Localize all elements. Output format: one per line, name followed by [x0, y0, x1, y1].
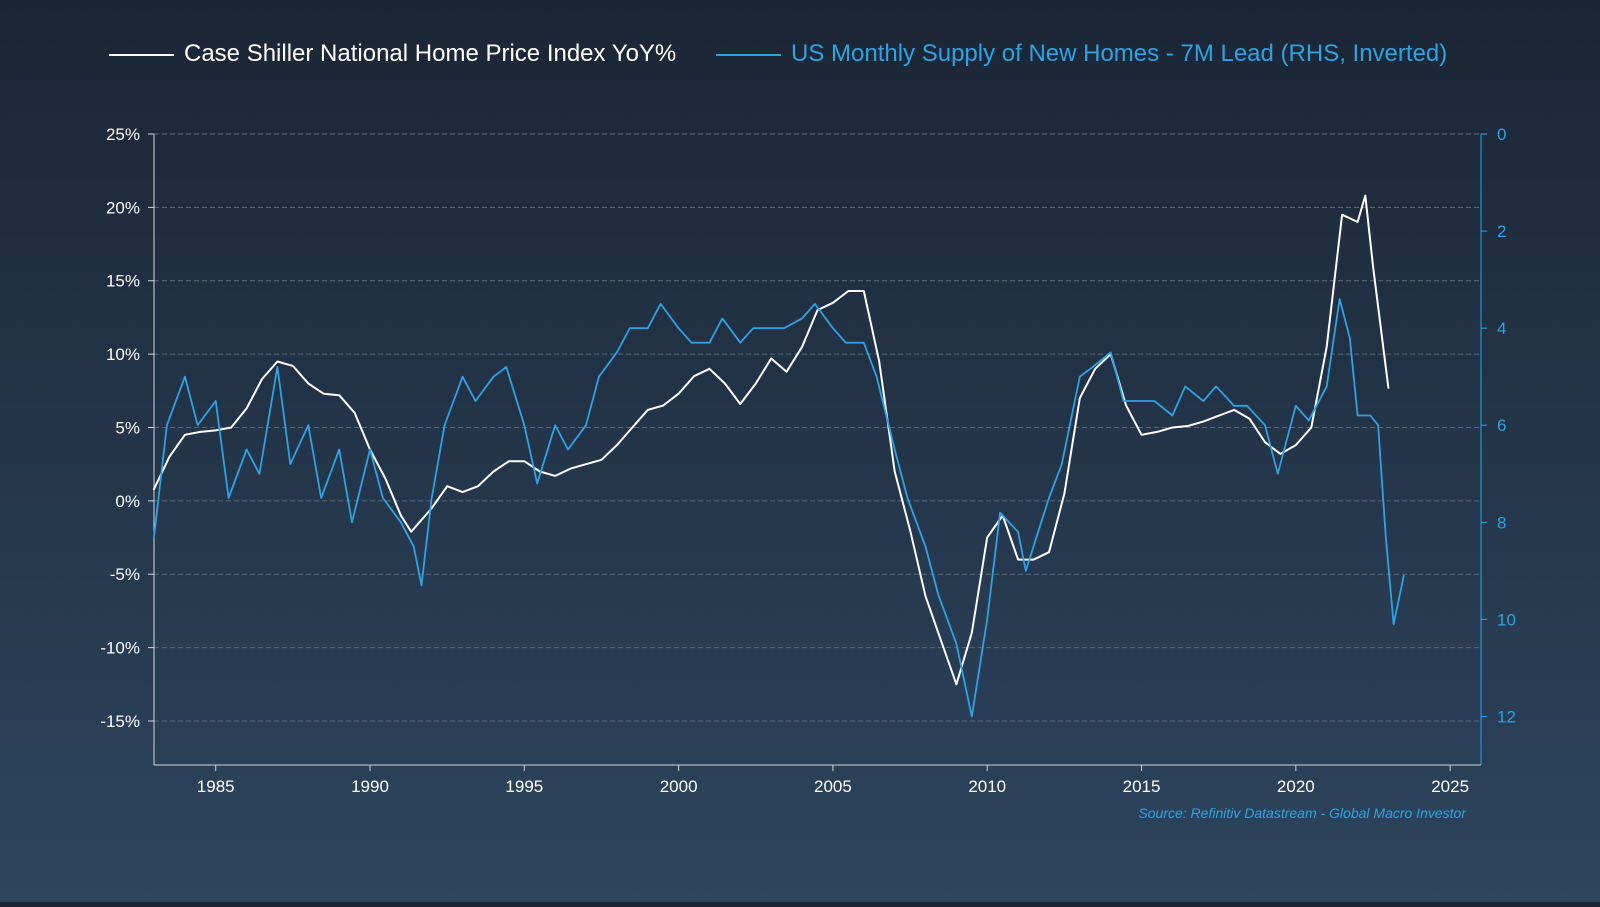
series-lines [153, 194, 1405, 718]
y-right-tick-label: 0 [1497, 125, 1506, 144]
y-left-tick-label: 10% [106, 345, 140, 364]
x-tick-label: 2020 [1277, 777, 1315, 796]
y-right-tick-label: 12 [1497, 707, 1516, 726]
x-tick-label: 2015 [1123, 777, 1161, 796]
series-line-new-home-supply [153, 298, 1405, 718]
y-right-tick-label: 8 [1497, 513, 1506, 532]
x-tick-label: 1990 [351, 777, 389, 796]
x-tick-label: 2025 [1431, 777, 1469, 796]
x-tick-label: 1985 [197, 777, 235, 796]
axes: 25% 20% 15% 10% 5% 0% -5% -10% -15% 0 2 4 6 8 10 12 1985… [100, 125, 1516, 796]
series-line-home-price-yoy [153, 194, 1390, 686]
legend-label-home-price: Case Shiller National Home Price Index Y… [184, 40, 676, 67]
y-right-tick-label: 2 [1497, 222, 1506, 241]
y-right-tick-label: 4 [1497, 319, 1506, 338]
y-left-tick-label: 0% [115, 492, 140, 511]
y-left-tick-label: 20% [106, 198, 140, 217]
x-tick-label: 2010 [968, 777, 1006, 796]
x-tick-label: 2005 [814, 777, 852, 796]
gridlines [154, 133, 1481, 722]
y-left-tick-label: -5% [110, 565, 140, 584]
y-right-tick-label: 6 [1497, 416, 1506, 435]
source-note: Source: Refinitiv Datastream - Global Ma… [1138, 805, 1467, 821]
y-left-tick-label: -10% [100, 639, 140, 658]
x-tick-label: 2000 [660, 777, 698, 796]
x-tick-label: 1995 [505, 777, 543, 796]
y-left-tick-label: 15% [106, 272, 140, 291]
y-right-tick-label: 10 [1497, 610, 1516, 629]
y-left-tick-label: 25% [106, 125, 140, 144]
legend-label-new-homes: US Monthly Supply of New Homes - 7M Lead… [791, 40, 1447, 67]
y-left-tick-label: 5% [115, 418, 140, 437]
y-left-tick-label: -15% [100, 712, 140, 731]
legend: Case Shiller National Home Price Index Y… [109, 40, 1447, 67]
